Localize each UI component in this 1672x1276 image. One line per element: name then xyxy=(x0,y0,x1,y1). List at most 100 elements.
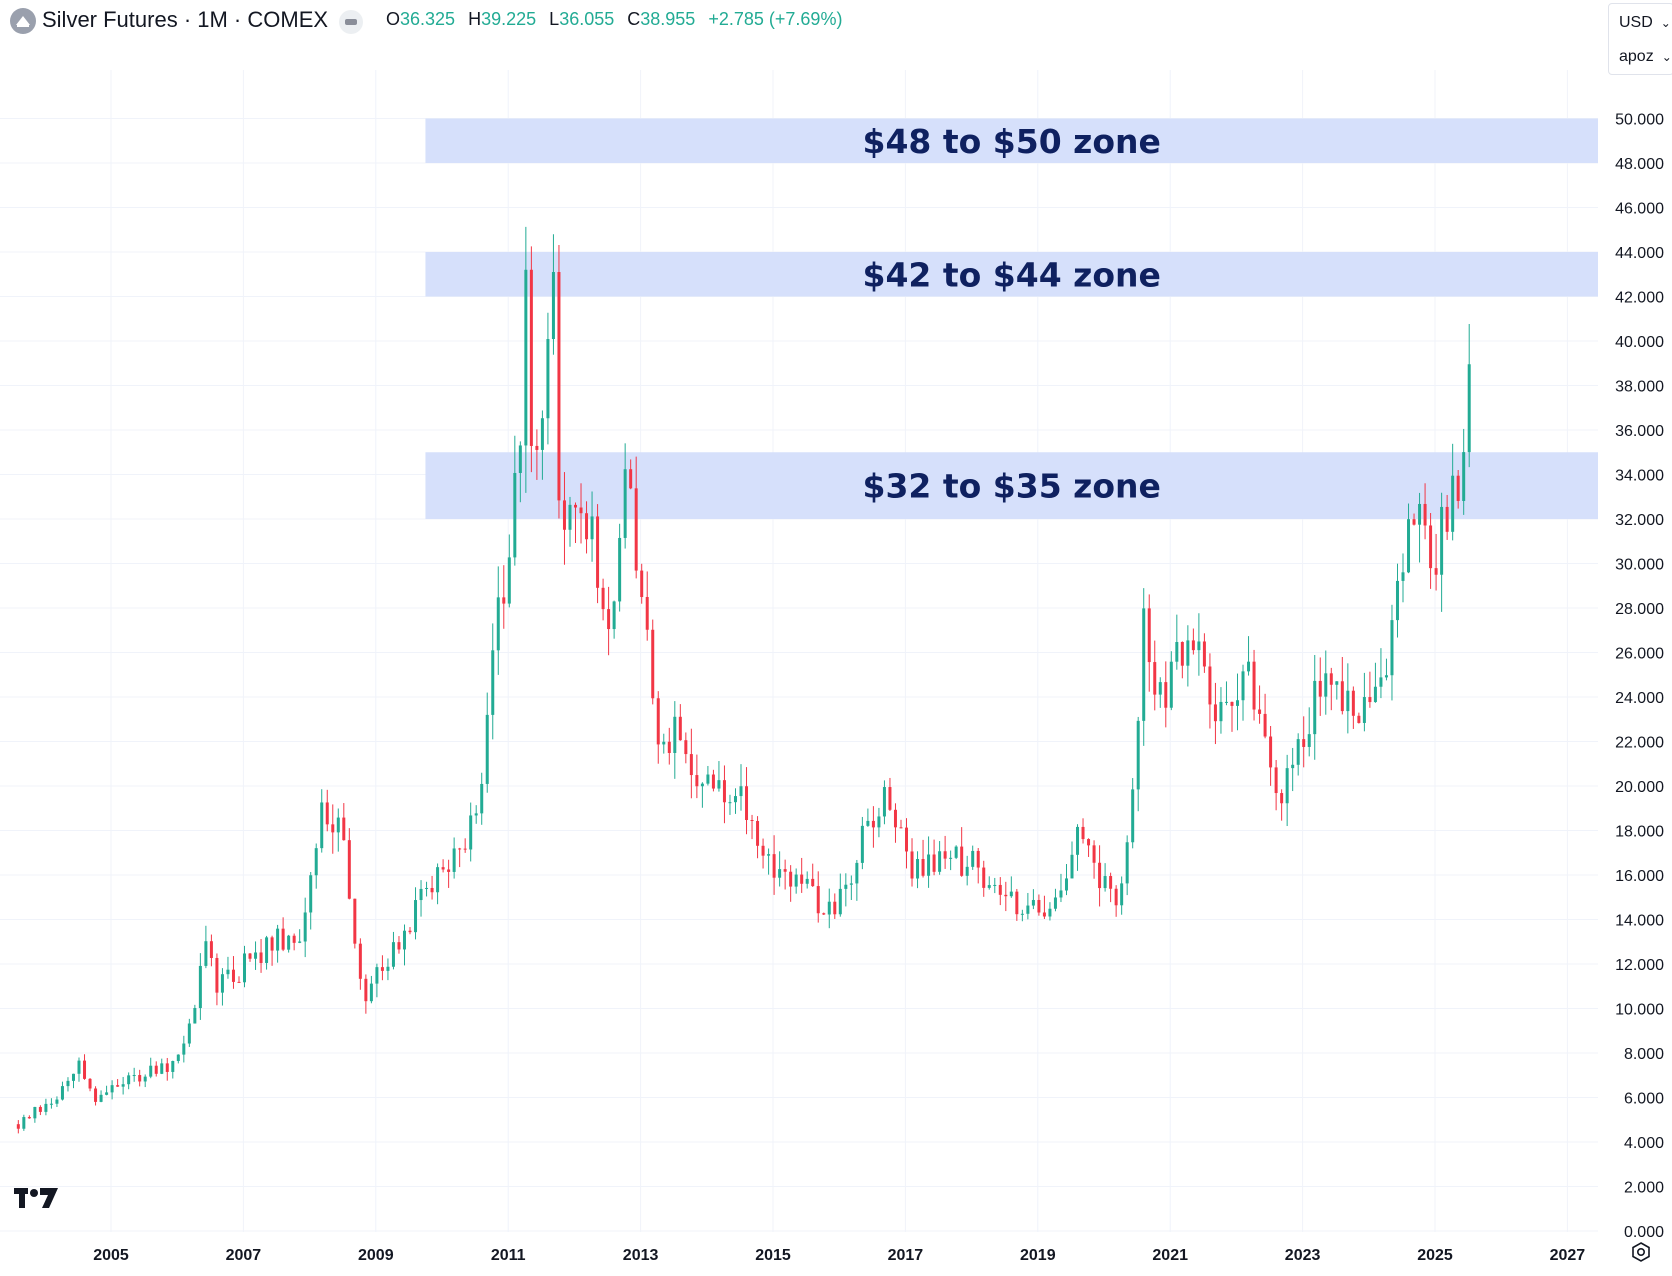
candle-body xyxy=(640,570,644,598)
candle-body xyxy=(414,900,418,933)
unit-selector[interactable]: apoz ⌄ xyxy=(1619,48,1672,66)
candle-body xyxy=(927,854,931,876)
candle-body xyxy=(176,1054,180,1062)
candles xyxy=(16,226,1471,1134)
candle-body xyxy=(463,848,467,850)
candle-body xyxy=(1384,675,1388,678)
candle-body xyxy=(811,878,815,887)
candle-body xyxy=(794,874,798,887)
candle-body xyxy=(209,941,213,958)
x-axis[interactable]: 2005 2007 2009 2011 2013 2015 2017 2019 2021 2023… xyxy=(93,1247,1585,1264)
candle-body xyxy=(402,930,406,950)
candle-body xyxy=(1020,913,1024,915)
candle-body xyxy=(601,587,605,610)
candle-body xyxy=(849,883,853,885)
candle-body xyxy=(976,850,980,868)
symbol-title[interactable]: Silver Futures · 1M · COMEX xyxy=(42,7,329,32)
candle-body xyxy=(187,1023,191,1044)
price-zone xyxy=(425,118,1599,163)
candle-body xyxy=(83,1060,87,1079)
candle-body xyxy=(535,445,539,450)
y-tick-label: 44.000 xyxy=(1615,245,1664,262)
candle-body xyxy=(579,507,583,514)
candle-body xyxy=(198,965,202,1009)
candle-body xyxy=(893,809,897,828)
y-tick-label: 4.000 xyxy=(1624,1135,1664,1152)
candle-body xyxy=(121,1084,125,1087)
candle-body xyxy=(932,854,936,872)
candle-body xyxy=(1098,862,1102,889)
price-scale-currency-box: USD ⌄ apoz ⌄ xyxy=(1608,3,1672,75)
candle-body xyxy=(127,1075,131,1085)
candle-body xyxy=(590,516,594,540)
open-label: O xyxy=(386,9,401,29)
candle-body xyxy=(1274,767,1278,794)
candle-body xyxy=(397,942,401,950)
candle-body xyxy=(1280,793,1284,804)
market-status-icon[interactable] xyxy=(339,10,363,34)
candle-body xyxy=(1103,876,1107,889)
candle-body xyxy=(629,469,633,489)
candle-body xyxy=(1401,572,1405,581)
candle-body xyxy=(905,827,909,852)
candle-body xyxy=(871,820,875,828)
candle-body xyxy=(656,698,660,745)
candle-body xyxy=(800,874,804,884)
candle-body xyxy=(938,851,942,872)
candle-body xyxy=(778,869,782,878)
candle-body xyxy=(866,820,870,826)
candle-body xyxy=(574,504,578,508)
candle-body xyxy=(949,857,953,859)
x-tick-label: 2023 xyxy=(1285,1247,1321,1264)
y-tick-label: 30.000 xyxy=(1615,557,1664,574)
y-tick-label: 50.000 xyxy=(1615,112,1664,129)
ohlc-readout: O36.325 H39.225 L36.055 C38.955 +2.785 (… xyxy=(386,9,850,30)
candle-body xyxy=(1213,704,1217,722)
candle-body xyxy=(1462,452,1466,501)
candle-body xyxy=(1219,701,1223,722)
y-tick-label: 24.000 xyxy=(1615,690,1664,707)
candle-body xyxy=(772,854,776,878)
candle-body xyxy=(750,820,754,821)
currency-selector[interactable]: USD ⌄ xyxy=(1619,14,1671,32)
candle-body xyxy=(728,802,732,804)
candle-body xyxy=(425,887,429,889)
candle-body xyxy=(767,854,771,856)
candle-body xyxy=(1076,826,1080,855)
candle-body xyxy=(347,840,351,899)
candle-body xyxy=(833,901,837,915)
candle-body xyxy=(910,851,914,879)
candle-body xyxy=(1031,899,1035,906)
candle-body xyxy=(717,780,721,789)
candle-body xyxy=(1202,641,1206,667)
x-tick-label: 2015 xyxy=(755,1247,791,1264)
candle-body xyxy=(358,943,362,979)
candle-body xyxy=(16,1124,20,1129)
y-axis[interactable]: 50.000 48.000 46.000 44.000 42.000 40.000 38.0… xyxy=(1615,112,1664,1242)
candle-body xyxy=(789,871,793,887)
high-label: H xyxy=(468,9,482,29)
candle-body xyxy=(60,1086,64,1100)
y-tick-label: 28.000 xyxy=(1615,601,1664,618)
candle-body xyxy=(960,846,964,876)
candle-body xyxy=(1087,839,1091,846)
tradingview-logo-icon[interactable] xyxy=(14,1186,60,1217)
candle-body xyxy=(369,983,373,1002)
candle-body xyxy=(695,775,699,787)
candle-body xyxy=(77,1060,81,1074)
candle-body xyxy=(458,848,462,850)
settings-icon[interactable] xyxy=(1630,1241,1652,1263)
candle-body xyxy=(1158,682,1162,695)
candle-body xyxy=(844,884,848,889)
candle-body xyxy=(987,885,991,888)
candle-body xyxy=(943,851,947,859)
candle-body xyxy=(1009,891,1013,897)
silver-futures-logo-icon[interactable] xyxy=(10,8,36,34)
candle-body xyxy=(507,557,511,604)
candle-body xyxy=(1302,739,1306,747)
candle-body xyxy=(1340,681,1344,712)
candle-body xyxy=(733,796,737,803)
candle-body xyxy=(634,488,638,571)
candle-body xyxy=(982,867,986,888)
